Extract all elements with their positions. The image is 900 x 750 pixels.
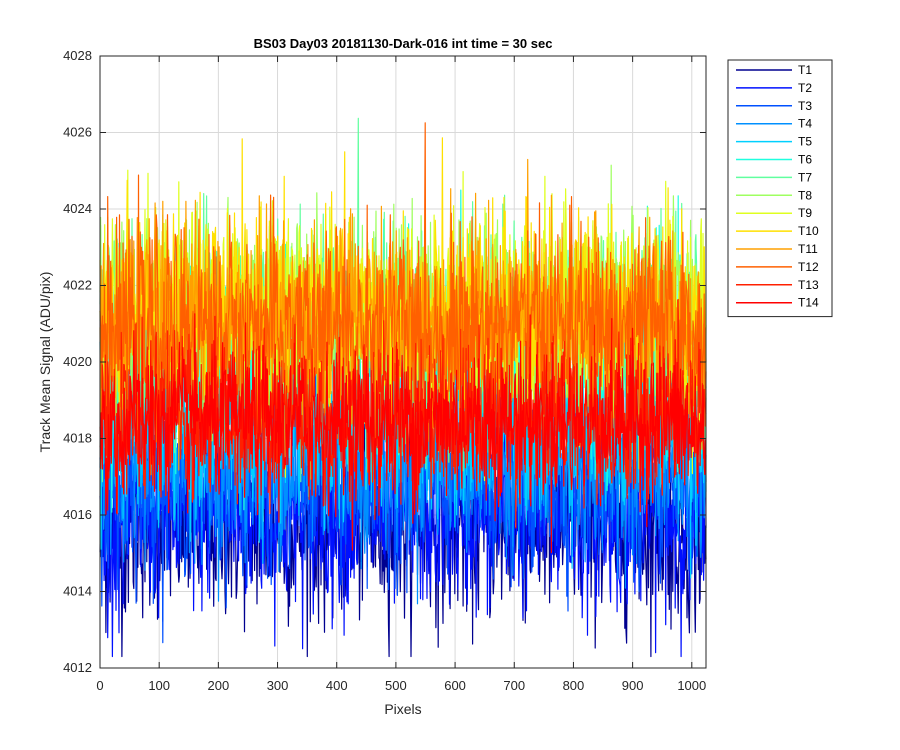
chart-title: BS03 Day03 20181130-Dark-016 int time = … (254, 36, 553, 51)
legend-label: T10 (798, 224, 819, 238)
legend-label: T8 (798, 188, 812, 202)
y-tick-label: 4018 (63, 431, 92, 446)
legend-label: T11 (798, 242, 818, 256)
y-tick-label: 4026 (63, 125, 92, 140)
series-line-t12 (99, 122, 707, 473)
x-tick-label: 900 (622, 678, 644, 693)
legend-label: T13 (798, 278, 819, 292)
x-tick-label: 500 (385, 678, 407, 693)
legend-label: T1 (798, 63, 812, 77)
y-tick-label: 4024 (63, 201, 92, 216)
legend-label: T4 (798, 117, 812, 131)
x-tick-label: 1000 (677, 678, 706, 693)
x-tick-label: 100 (148, 678, 170, 693)
y-tick-label: 4014 (63, 584, 92, 599)
legend-label: T2 (798, 81, 812, 95)
legend-label: T9 (798, 206, 812, 220)
x-tick-label: 200 (208, 678, 230, 693)
ticks: 0 100 200 300 400 500 600 700 800 900 1000 4012 4014… (63, 48, 706, 693)
y-tick-label: 4012 (63, 660, 92, 675)
y-axis-label: Track Mean Signal (ADU/pix) (37, 272, 53, 453)
series-line-t14 (99, 313, 707, 554)
x-tick-label: 0 (96, 678, 103, 693)
legend-label: T14 (798, 296, 819, 310)
legend-label: T6 (798, 153, 812, 167)
legend: T1 T2 T3 T4 T5 T6 T7 T8 T9 T10 T11 T12 T13 T14 (727, 59, 833, 318)
legend-box (727, 59, 833, 318)
x-tick-label: 700 (503, 678, 525, 693)
y-tick-label: 4028 (63, 48, 92, 63)
y-tick-label: 4022 (63, 278, 92, 293)
legend-label: T5 (798, 135, 812, 149)
x-tick-label: 400 (326, 678, 348, 693)
legend-label: T7 (798, 170, 812, 184)
legend-label: T12 (798, 260, 819, 274)
x-tick-label: 800 (563, 678, 585, 693)
y-tick-label: 4016 (63, 507, 92, 522)
y-tick-label: 4020 (63, 354, 92, 369)
x-tick-label: 600 (444, 678, 466, 693)
x-tick-label: 300 (267, 678, 289, 693)
x-axis-label: Pixels (384, 701, 421, 717)
legend-label: T3 (798, 99, 812, 113)
series-layer (99, 117, 707, 658)
